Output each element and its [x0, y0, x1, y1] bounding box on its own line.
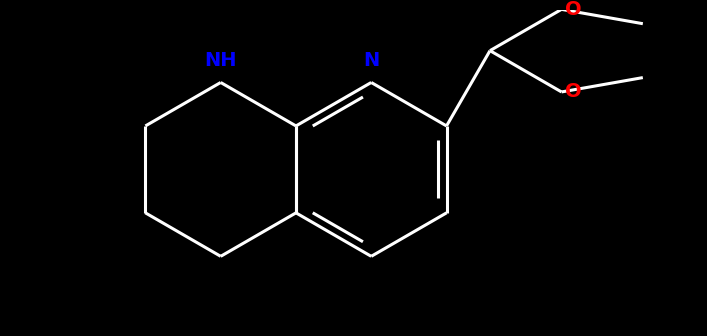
Text: N: N [363, 51, 380, 71]
Text: O: O [565, 82, 582, 101]
Text: NH: NH [204, 51, 237, 71]
Text: O: O [565, 0, 582, 19]
